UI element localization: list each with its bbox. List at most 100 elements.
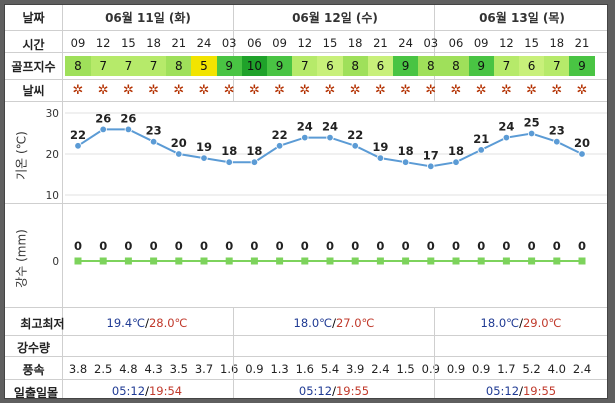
- temperature-data-label: 18: [448, 144, 464, 158]
- precipitation-data-label: 0: [301, 239, 309, 253]
- golf-index-cell: 6: [519, 56, 545, 76]
- sun-icon: ✲: [299, 83, 311, 98]
- temperature-point: [401, 158, 410, 166]
- wind-speed-cell: 2.4: [572, 362, 592, 376]
- temperature-chart: 10 20 30 22 26 26 23 20 19 18 18 22 24 24 22 19 18 17 18 21…: [46, 108, 607, 202]
- hour-cell: 15: [524, 36, 539, 50]
- divider: [5, 335, 607, 336]
- sun-icon: ✲: [173, 83, 185, 98]
- precipitation-data-label: 0: [578, 239, 586, 253]
- golf-index-cell: 5: [191, 56, 217, 76]
- hour-cell: 18: [146, 36, 161, 50]
- hour-cell: 12: [297, 36, 313, 50]
- temperature-data-label: 19: [196, 140, 212, 154]
- wind-speed-cell: 2.4: [371, 362, 390, 376]
- temperature-point: [99, 125, 107, 134]
- wind-speed-cell: 4.0: [547, 362, 566, 376]
- wind-speed-cell: 1.5: [396, 362, 415, 376]
- minmax-separator: /: [519, 316, 523, 330]
- temperature-point: [527, 129, 536, 138]
- hour-cell: 21: [171, 36, 187, 50]
- sunrise-time: 05:12: [485, 384, 520, 398]
- precipitation-data-label: 0: [452, 239, 460, 253]
- minmax-cell: 18.0℃/27.0℃: [274, 316, 394, 330]
- golf-index-cell: 8: [166, 56, 192, 76]
- wind-speed-cell: 3.5: [169, 362, 188, 376]
- temperature-data-label: 26: [95, 111, 111, 125]
- temperature-data-label: 24: [498, 120, 514, 134]
- precipitation-data-label: 0: [99, 239, 107, 253]
- temperature-data-label: 23: [146, 124, 162, 138]
- precipitation-point: [376, 257, 384, 265]
- sun-icon: ✲: [122, 83, 134, 98]
- golf-index-cell: 9: [216, 56, 242, 76]
- hour-cell: 09: [70, 36, 86, 50]
- golf-index-cell: 8: [443, 56, 469, 76]
- minmax-separator: /: [332, 316, 336, 330]
- temperature-data-label: 17: [423, 148, 439, 162]
- hour-cell: 18: [549, 36, 565, 50]
- hour-cell: 06: [448, 36, 464, 50]
- golf-index-cell: 9: [468, 56, 494, 76]
- sun-icon: ✲: [324, 83, 336, 98]
- sun-icon: ✲: [223, 83, 235, 98]
- temperature-point: [351, 142, 359, 150]
- max-temp: 27.0℃: [335, 316, 375, 330]
- date-header-day2: 06월 12일 (수): [292, 11, 378, 25]
- divider: [5, 101, 607, 102]
- precipitation-point: [276, 257, 284, 265]
- hour-cell: 15: [121, 36, 136, 50]
- temperature-data-label: 18: [246, 144, 262, 158]
- sun-icon: ✲: [500, 83, 512, 98]
- sunset-time: 19:55: [335, 384, 370, 398]
- hour-cell: 12: [95, 36, 111, 50]
- precipitation-data-label: 0: [200, 239, 208, 253]
- hour-cell: 21: [373, 36, 388, 50]
- golf-index-cell: 9: [267, 56, 293, 76]
- precipitation-point: [528, 257, 536, 265]
- divider: [5, 307, 607, 308]
- label-column-divider: [62, 5, 63, 398]
- temp-tick-label: 20: [46, 149, 59, 161]
- sunrise-time: 05:12: [298, 384, 333, 398]
- temperature-point: [225, 158, 233, 166]
- sun-icon: ✲: [576, 83, 588, 98]
- precipitation-point: [477, 257, 485, 265]
- sun-icon: ✲: [274, 83, 286, 98]
- precipitation-data-label: 0: [553, 239, 561, 253]
- temperature-data-label: 24: [297, 120, 313, 134]
- temperature-point: [74, 142, 82, 150]
- temperature-data-label: 22: [347, 128, 363, 142]
- temperature-data-label: 24: [322, 120, 338, 134]
- temperature-point: [301, 133, 309, 142]
- sun-icon: ✲: [400, 83, 412, 98]
- precipitation-point: [74, 257, 82, 265]
- wind-speed-cell: 1.7: [497, 362, 516, 376]
- row-label-date: 날짜: [22, 11, 45, 25]
- temperature-data-label: 26: [120, 111, 136, 125]
- wind-speed-cell: 4.8: [119, 362, 138, 376]
- temperature-point: [250, 158, 259, 166]
- temperature-point: [553, 138, 561, 146]
- day-divider: [233, 307, 234, 398]
- sunrise-sunset-cell: 05:12/19:54: [87, 384, 207, 398]
- row-label-sunrise-sunset: 일출일몰: [13, 386, 59, 399]
- min-temp: 18.0℃: [293, 316, 333, 330]
- row-label-weather: 날씨: [22, 84, 45, 98]
- wind-speed-cell: 0.9: [472, 362, 491, 376]
- temperature-point: [149, 138, 158, 146]
- row-label-rainfall: 강수량: [16, 341, 51, 355]
- minmax-cell: 19.4℃/28.0℃: [87, 316, 207, 330]
- precipitation-data-label: 0: [326, 239, 334, 253]
- precipitation-data-label: 0: [124, 239, 132, 253]
- wind-speed-cell: 4.3: [144, 362, 163, 376]
- temperature-point: [124, 125, 133, 134]
- wind-speed-cell: 2.5: [94, 362, 113, 376]
- temperature-point: [376, 154, 385, 162]
- precipitation-data-label: 0: [225, 239, 233, 253]
- sun-icon: ✲: [349, 83, 361, 98]
- wind-speed-cell: 1.6: [295, 362, 314, 376]
- wind-speed-cell: 1.3: [270, 362, 289, 376]
- sun-separator: /: [332, 384, 336, 398]
- hour-cell: 18: [347, 36, 363, 50]
